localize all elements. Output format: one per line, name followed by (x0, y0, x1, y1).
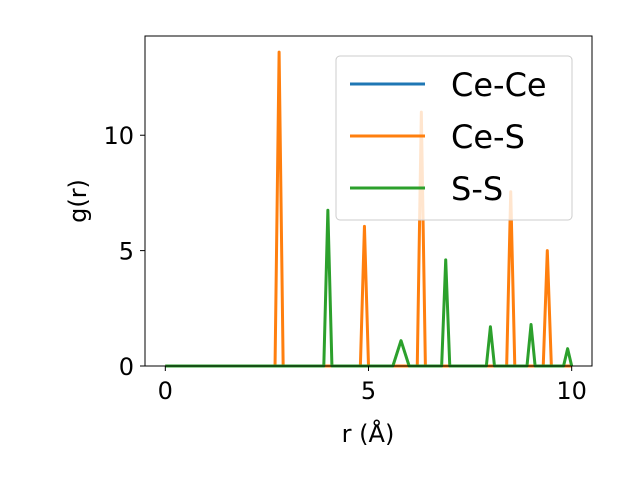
x-axis: 0 5 10 (158, 366, 587, 405)
y-axis-label: g(r) (64, 179, 92, 223)
x-axis-label: r (Å) (342, 419, 395, 448)
y-tick-label: 10 (103, 122, 134, 150)
legend-box (335, 55, 573, 221)
x-tick-label: 5 (361, 377, 376, 405)
legend-label-ce-ce: Ce-Ce (451, 66, 547, 104)
x-tick-label: 10 (556, 377, 587, 405)
y-axis: 0 5 10 (103, 122, 145, 381)
legend: Ce-Ce Ce-S S-S (335, 55, 573, 221)
y-tick-label: 5 (119, 238, 134, 266)
legend-label-s-s: S-S (451, 170, 503, 208)
legend-label-ce-s: Ce-S (451, 118, 525, 156)
x-tick-label: 0 (158, 377, 173, 405)
y-tick-label: 0 (119, 353, 134, 381)
